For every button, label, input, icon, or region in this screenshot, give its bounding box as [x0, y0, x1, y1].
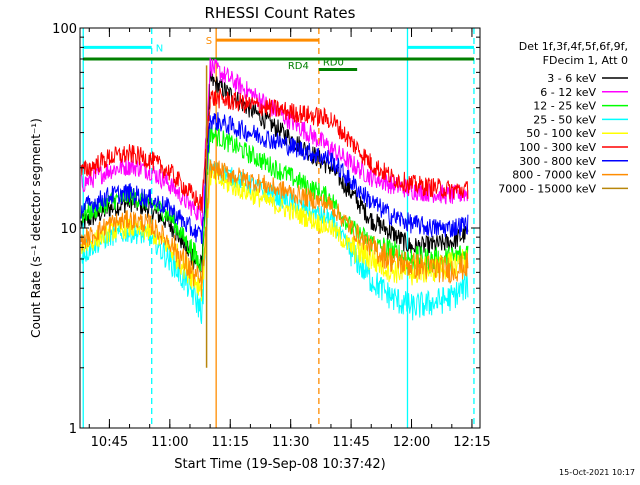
axes: 1 10 100 10:45 11:00 11:15 11:30 11:45 12:00 12:1… [52, 22, 491, 450]
annotation-label-s: S [206, 36, 212, 47]
x-tick-label: 10:45 [91, 435, 128, 450]
x-tick-label: 12:00 [393, 435, 430, 450]
legend-label-3: 25 - 50 keV [533, 113, 596, 126]
legend-label-7: 800 - 7000 keV [512, 169, 596, 182]
legend-label-2: 12 - 25 keV [533, 100, 596, 113]
legend-label-0: 3 - 6 keV [547, 72, 596, 85]
series-line-6 [80, 112, 469, 244]
annotation-label-rd0: RD0 [323, 58, 344, 69]
annotation-bars: N S RD4 RD0 [83, 36, 474, 72]
legend-label-1: 6 - 12 keV [540, 86, 596, 99]
legend-header-line-1: Det 1f,3f,4f,5f,6f,9f, [519, 40, 628, 53]
x-tick-label: 11:15 [212, 435, 249, 450]
y-tick-label: 1 [69, 422, 77, 437]
legend-label-5: 100 - 300 keV [519, 141, 596, 154]
legend-label-8: 7000 - 15000 keV [498, 182, 596, 195]
legend-header-line-2: FDecim 1, Att 0 [543, 54, 628, 67]
chart-title: RHESSI Count Rates [205, 4, 356, 22]
y-axis-label: Count Rate (s⁻¹ detector segment⁻¹) [29, 118, 43, 338]
series-line-7 [80, 158, 469, 297]
legend-label-4: 50 - 100 keV [526, 127, 596, 140]
x-tick-label: 11:00 [151, 435, 188, 450]
x-tick-label: 12:15 [453, 435, 490, 450]
y-tick-label: 10 [60, 222, 77, 237]
data-series [80, 57, 469, 368]
x-tick-label: 11:30 [272, 435, 309, 450]
x-tick-label: 11:45 [332, 435, 369, 450]
generation-timestamp: 15-Oct-2021 10:17 [559, 468, 635, 477]
annotation-label-n: N [156, 43, 163, 54]
x-axis-label: Start Time (19-Sep-08 10:37:42) [174, 457, 385, 472]
legend-label-6: 300 - 800 keV [519, 155, 596, 168]
y-tick-label: 100 [52, 22, 77, 37]
series-line-5 [80, 87, 469, 213]
annotation-label-rd4: RD4 [288, 61, 309, 72]
